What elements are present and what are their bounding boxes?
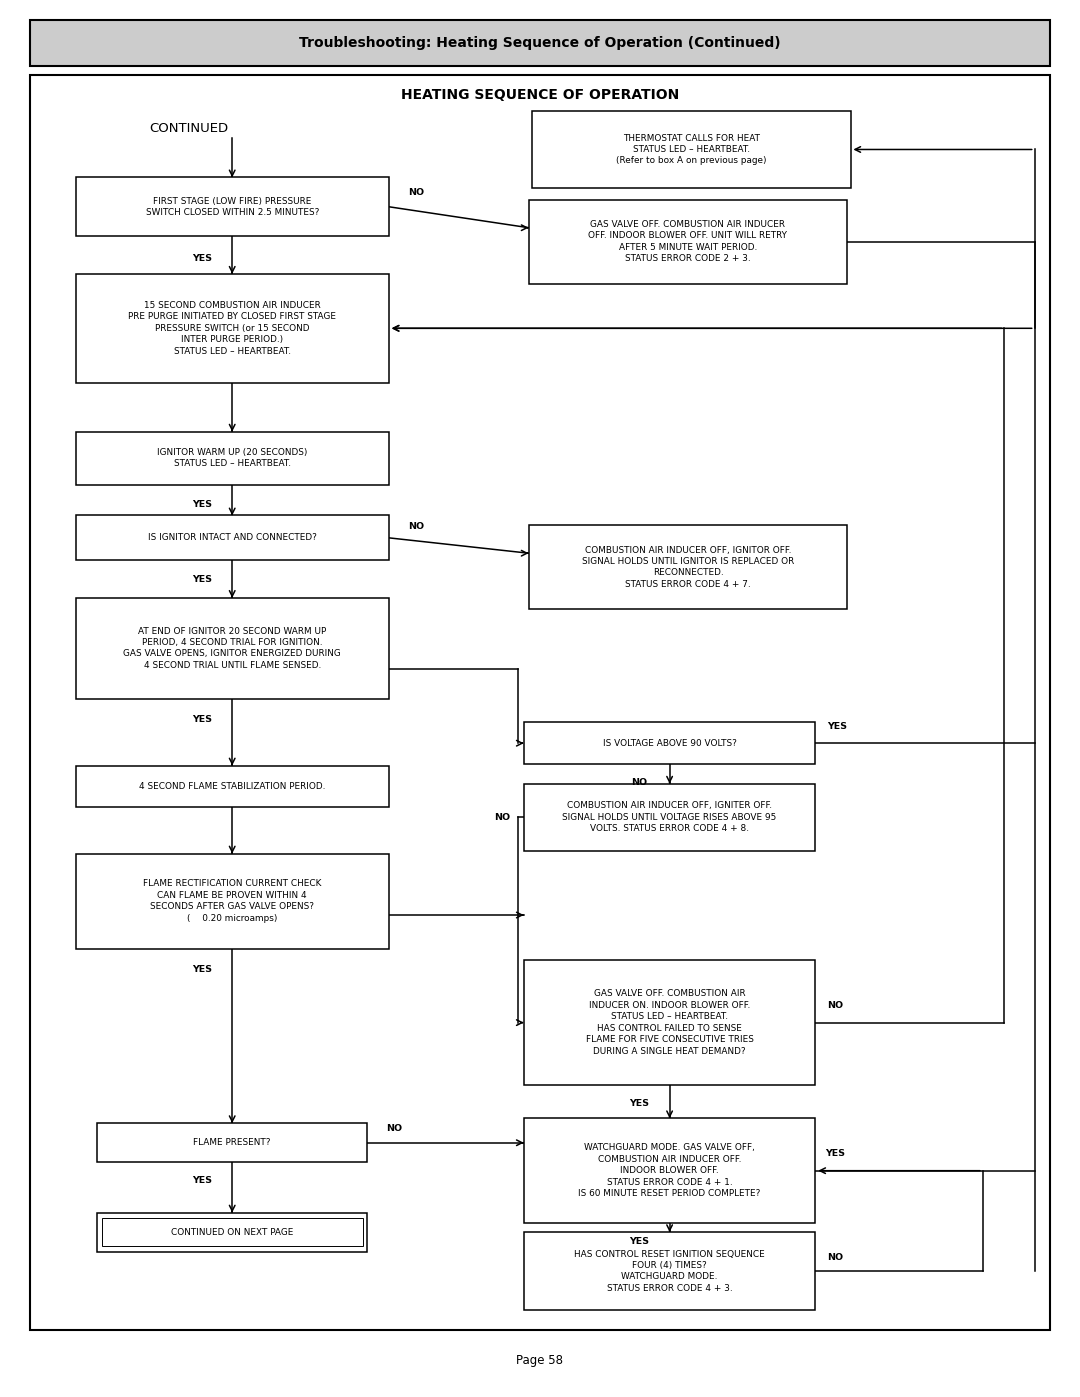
FancyBboxPatch shape [529, 200, 847, 284]
Text: FLAME RECTIFICATION CURRENT CHECK
CAN FLAME BE PROVEN WITHIN 4
SECONDS AFTER GAS: FLAME RECTIFICATION CURRENT CHECK CAN FL… [143, 879, 322, 923]
Text: GAS VALVE OFF. COMBUSTION AIR INDUCER
OFF. INDOOR BLOWER OFF. UNIT WILL RETRY
AF: GAS VALVE OFF. COMBUSTION AIR INDUCER OF… [589, 219, 787, 264]
Text: GAS VALVE OFF. COMBUSTION AIR
INDUCER ON. INDOOR BLOWER OFF.
STATUS LED – HEARTB: GAS VALVE OFF. COMBUSTION AIR INDUCER ON… [585, 989, 754, 1056]
FancyBboxPatch shape [524, 1232, 815, 1310]
Text: YES: YES [192, 254, 212, 263]
FancyBboxPatch shape [30, 20, 1050, 66]
Text: YES: YES [630, 1099, 649, 1108]
FancyBboxPatch shape [76, 766, 389, 807]
FancyBboxPatch shape [524, 1118, 815, 1224]
FancyBboxPatch shape [97, 1213, 367, 1252]
FancyBboxPatch shape [524, 784, 815, 851]
Text: HEATING SEQUENCE OF OPERATION: HEATING SEQUENCE OF OPERATION [401, 88, 679, 102]
Text: IGNITOR WARM UP (20 SECONDS)
STATUS LED – HEARTBEAT.: IGNITOR WARM UP (20 SECONDS) STATUS LED … [157, 448, 308, 468]
FancyBboxPatch shape [529, 525, 847, 609]
Text: IS IGNITOR INTACT AND CONNECTED?: IS IGNITOR INTACT AND CONNECTED? [148, 534, 316, 542]
Text: COMBUSTION AIR INDUCER OFF, IGNITER OFF.
SIGNAL HOLDS UNTIL VOLTAGE RISES ABOVE : COMBUSTION AIR INDUCER OFF, IGNITER OFF.… [563, 802, 777, 833]
Text: FIRST STAGE (LOW FIRE) PRESSURE
SWITCH CLOSED WITHIN 2.5 MINUTES?: FIRST STAGE (LOW FIRE) PRESSURE SWITCH C… [146, 197, 319, 217]
FancyBboxPatch shape [532, 110, 851, 187]
FancyBboxPatch shape [76, 177, 389, 236]
Text: WATCHGUARD MODE. GAS VALVE OFF,
COMBUSTION AIR INDUCER OFF.
INDOOR BLOWER OFF.
S: WATCHGUARD MODE. GAS VALVE OFF, COMBUSTI… [579, 1143, 760, 1199]
Text: 15 SECOND COMBUSTION AIR INDUCER
PRE PURGE INITIATED BY CLOSED FIRST STAGE
PRESS: 15 SECOND COMBUSTION AIR INDUCER PRE PUR… [129, 300, 336, 356]
FancyBboxPatch shape [76, 854, 389, 949]
Text: HAS CONTROL RESET IGNITION SEQUENCE
FOUR (4) TIMES?
WATCHGUARD MODE.
STATUS ERRO: HAS CONTROL RESET IGNITION SEQUENCE FOUR… [575, 1249, 765, 1294]
Text: YES: YES [192, 965, 212, 974]
FancyBboxPatch shape [76, 274, 389, 383]
Text: NO: NO [387, 1125, 402, 1133]
Text: AT END OF IGNITOR 20 SECOND WARM UP
PERIOD, 4 SECOND TRIAL FOR IGNITION.
GAS VAL: AT END OF IGNITOR 20 SECOND WARM UP PERI… [123, 626, 341, 671]
Text: NO: NO [495, 813, 510, 821]
Text: IS VOLTAGE ABOVE 90 VOLTS?: IS VOLTAGE ABOVE 90 VOLTS? [603, 739, 737, 747]
Text: YES: YES [827, 722, 847, 731]
FancyBboxPatch shape [76, 432, 389, 485]
Text: YES: YES [192, 715, 212, 724]
Text: NO: NO [632, 778, 647, 787]
Text: YES: YES [630, 1236, 649, 1246]
Text: YES: YES [192, 500, 212, 509]
FancyBboxPatch shape [524, 722, 815, 764]
Text: NO: NO [408, 522, 423, 531]
Text: COMBUSTION AIR INDUCER OFF, IGNITOR OFF.
SIGNAL HOLDS UNTIL IGNITOR IS REPLACED : COMBUSTION AIR INDUCER OFF, IGNITOR OFF.… [582, 545, 794, 590]
Text: 4 SECOND FLAME STABILIZATION PERIOD.: 4 SECOND FLAME STABILIZATION PERIOD. [139, 782, 325, 791]
Text: CONTINUED: CONTINUED [149, 122, 229, 136]
FancyBboxPatch shape [97, 1123, 367, 1162]
Text: CONTINUED ON NEXT PAGE: CONTINUED ON NEXT PAGE [171, 1228, 294, 1236]
FancyBboxPatch shape [30, 75, 1050, 1330]
Text: NO: NO [827, 1253, 842, 1261]
Text: NO: NO [827, 1002, 842, 1010]
Text: Page 58: Page 58 [516, 1354, 564, 1368]
FancyBboxPatch shape [524, 960, 815, 1085]
Text: THERMOSTAT CALLS FOR HEAT
STATUS LED – HEARTBEAT.
(Refer to box A on previous pa: THERMOSTAT CALLS FOR HEAT STATUS LED – H… [616, 134, 767, 165]
FancyBboxPatch shape [76, 515, 389, 560]
Text: Troubleshooting: Heating Sequence of Operation (Continued): Troubleshooting: Heating Sequence of Ope… [299, 35, 781, 50]
Text: YES: YES [192, 576, 212, 584]
Text: YES: YES [192, 1176, 212, 1185]
Text: YES: YES [825, 1150, 845, 1158]
FancyBboxPatch shape [76, 598, 389, 698]
Text: NO: NO [408, 189, 423, 197]
Text: FLAME PRESENT?: FLAME PRESENT? [193, 1139, 271, 1147]
